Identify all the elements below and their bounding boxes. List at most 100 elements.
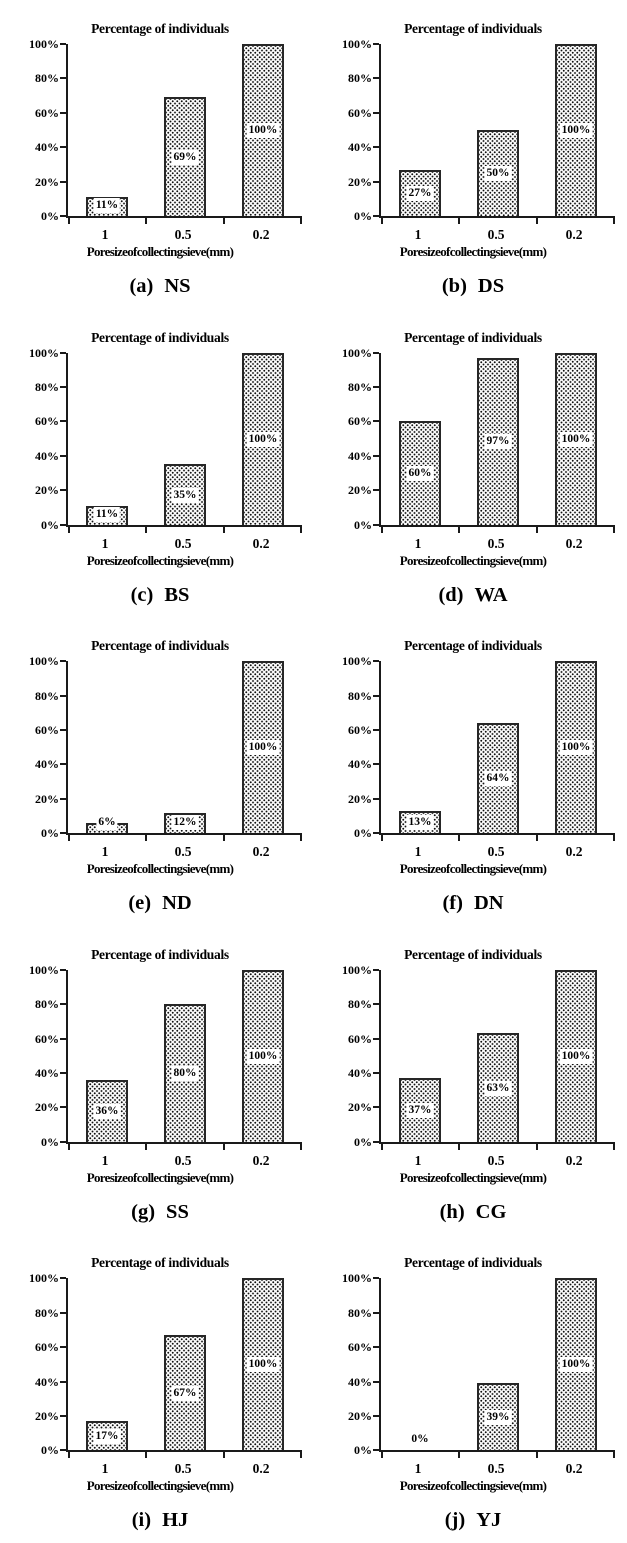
x-axis-category-label: 1 bbox=[101, 844, 109, 860]
x-axis-category-label: 0.2 bbox=[252, 844, 270, 860]
y-axis-tick-mark bbox=[373, 1071, 379, 1074]
y-axis-tick-mark bbox=[373, 146, 379, 149]
chart-panel-hj: Percentage of individuals 0% 20% 40% 60% 80% 1… bbox=[0, 1234, 313, 1543]
y-axis-tick-mark bbox=[373, 1140, 379, 1143]
x-axis-tick-mark bbox=[381, 835, 383, 842]
y-axis-tick-label: 100% bbox=[342, 345, 372, 360]
x-axis-tick-mark bbox=[223, 1452, 225, 1459]
plot-area: 17% 67% 100% bbox=[60, 1277, 302, 1459]
site-code: DS bbox=[477, 275, 505, 297]
y-axis-tick-label: 40% bbox=[348, 1374, 372, 1389]
panel-caption: (i) HJ bbox=[20, 1509, 300, 1532]
y-axis-tick-label: 40% bbox=[348, 757, 372, 772]
x-axis-tick-mark bbox=[223, 526, 225, 533]
x-axis-tick-mark bbox=[145, 218, 147, 224]
y-axis-tick-label: 100% bbox=[29, 345, 59, 360]
x-axis-category-labels: 1 0.5 0.2 bbox=[66, 536, 300, 552]
x-axis-tick-mark bbox=[536, 218, 538, 224]
y-axis-tick-mark bbox=[373, 523, 379, 526]
y-axis-tick-label: 80% bbox=[35, 71, 59, 86]
y-axis-tick-mark bbox=[373, 797, 379, 800]
y-axis-tick-mark bbox=[60, 351, 66, 354]
chart-panel-cg: Percentage of individuals 0% 20% 40% 60% 80% 1… bbox=[313, 926, 627, 1235]
x-axis-category-label: 0.5 bbox=[174, 844, 192, 860]
y-axis-tick-label: 20% bbox=[348, 483, 372, 498]
x-axis-category-label: 0.5 bbox=[174, 227, 192, 242]
chart-panel-ds: Percentage of individuals 0% 20% 40% 60% 80% 1… bbox=[313, 0, 627, 309]
x-axis-tick-mark bbox=[381, 1143, 383, 1150]
bar-value-label: 80% bbox=[171, 1065, 199, 1081]
y-axis-tick-label: 20% bbox=[348, 791, 372, 806]
chart-title: Percentage of individuals bbox=[91, 1255, 229, 1271]
bar-value-label: 37% bbox=[406, 1102, 434, 1118]
bar-value-label: 100% bbox=[559, 123, 593, 138]
x-axis-category-label: 1 bbox=[414, 1152, 422, 1168]
y-axis-tick-mark bbox=[60, 420, 66, 423]
y-axis-tick-mark bbox=[373, 1106, 379, 1109]
panel-letter: (a) bbox=[129, 275, 154, 297]
x-axis-tick-mark bbox=[145, 526, 147, 533]
y-axis-tick-label: 0% bbox=[41, 1134, 59, 1149]
y-axis-tick-mark bbox=[373, 385, 379, 388]
x-axis-tick-mark bbox=[68, 526, 70, 533]
y-axis-tick-label: 100% bbox=[342, 654, 372, 669]
y-axis-tick-label: 0% bbox=[41, 517, 59, 532]
y-axis-tick-mark bbox=[60, 763, 66, 766]
y-axis-tick-label: 60% bbox=[348, 1340, 372, 1355]
x-axis-tick-mark bbox=[68, 1452, 70, 1459]
x-axis-category-labels: 1 0.5 0.2 bbox=[379, 1153, 613, 1169]
chart-title: Percentage of individuals bbox=[404, 329, 542, 345]
y-axis-tick-mark bbox=[373, 1003, 379, 1006]
y-axis-tick-mark bbox=[373, 763, 379, 766]
y-axis-tick-label: 60% bbox=[348, 414, 372, 429]
bar-value-label: 100% bbox=[559, 1357, 593, 1373]
y-axis-tick-mark bbox=[373, 77, 379, 80]
y-axis-tick-label: 40% bbox=[35, 1065, 59, 1080]
x-axis-title: Pore size of collecting sieve (mm) bbox=[399, 861, 547, 877]
y-axis-tick-label: 100% bbox=[342, 37, 372, 51]
y-axis-tick-mark bbox=[373, 1346, 379, 1349]
chart-area: 0% 20% 40% 60% 80% 100% 36% 80% 100% bbox=[20, 963, 313, 1150]
y-axis-labels: 0% 20% 40% 60% 80% 100% bbox=[333, 346, 379, 532]
x-axis-title: Pore size of collecting sieve (mm) bbox=[399, 552, 547, 568]
y-axis-labels: 0% 20% 40% 60% 80% 100% bbox=[333, 654, 379, 840]
y-axis-tick-mark bbox=[373, 43, 379, 45]
y-axis-tick-mark bbox=[373, 1449, 379, 1452]
site-code: NS bbox=[164, 275, 191, 297]
panel-caption: (h) CG bbox=[333, 1201, 613, 1224]
bar-value-label: 100% bbox=[246, 740, 280, 756]
y-axis-tick-mark bbox=[60, 694, 66, 697]
x-axis-tick-mark bbox=[145, 1452, 147, 1459]
y-axis-tick-mark bbox=[60, 1003, 66, 1006]
y-axis-tick-label: 80% bbox=[35, 379, 59, 394]
y-axis-tick-mark bbox=[373, 694, 379, 697]
y-axis-tick-label: 60% bbox=[35, 722, 59, 737]
x-axis-tick-mark bbox=[458, 526, 460, 533]
y-axis-tick-mark bbox=[60, 385, 66, 388]
chart-panel-bs: Percentage of individuals 0% 20% 40% 60% 80% 1… bbox=[0, 309, 313, 618]
chart-area: 0% 20% 40% 60% 80% 100% 11% 35% 100% bbox=[20, 346, 313, 533]
x-axis-tick-mark bbox=[613, 526, 615, 533]
x-axis-tick-mark bbox=[381, 526, 383, 533]
panel-letter: (i) bbox=[131, 1509, 152, 1532]
y-axis-tick-label: 60% bbox=[348, 1031, 372, 1046]
x-axis-category-label: 1 bbox=[414, 227, 422, 242]
y-axis-tick-mark bbox=[60, 523, 66, 526]
y-axis-tick-label: 80% bbox=[348, 71, 372, 86]
bar-value-label: 12% bbox=[171, 815, 199, 831]
x-axis-tick-mark bbox=[381, 218, 383, 224]
bar-value-label: 11% bbox=[93, 198, 121, 213]
x-axis-category-label: 1 bbox=[101, 1461, 109, 1477]
chart-area: 0% 20% 40% 60% 80% 100% 37% 63% 100% bbox=[333, 963, 627, 1150]
x-axis-tick-mark bbox=[68, 1143, 70, 1150]
panel-caption: (j) YJ bbox=[333, 1509, 613, 1532]
y-axis-labels: 0% 20% 40% 60% 80% 100% bbox=[333, 1271, 379, 1457]
y-axis-tick-mark bbox=[373, 420, 379, 423]
x-axis-category-label: 0.2 bbox=[565, 535, 583, 551]
y-axis-tick-label: 20% bbox=[348, 174, 372, 189]
y-axis-tick-label: 0% bbox=[41, 1443, 59, 1458]
x-axis-title: Pore size of collecting sieve (mm) bbox=[399, 244, 547, 259]
bar-value-label: 100% bbox=[246, 1048, 280, 1064]
x-axis-category-label: 1 bbox=[101, 1152, 109, 1168]
